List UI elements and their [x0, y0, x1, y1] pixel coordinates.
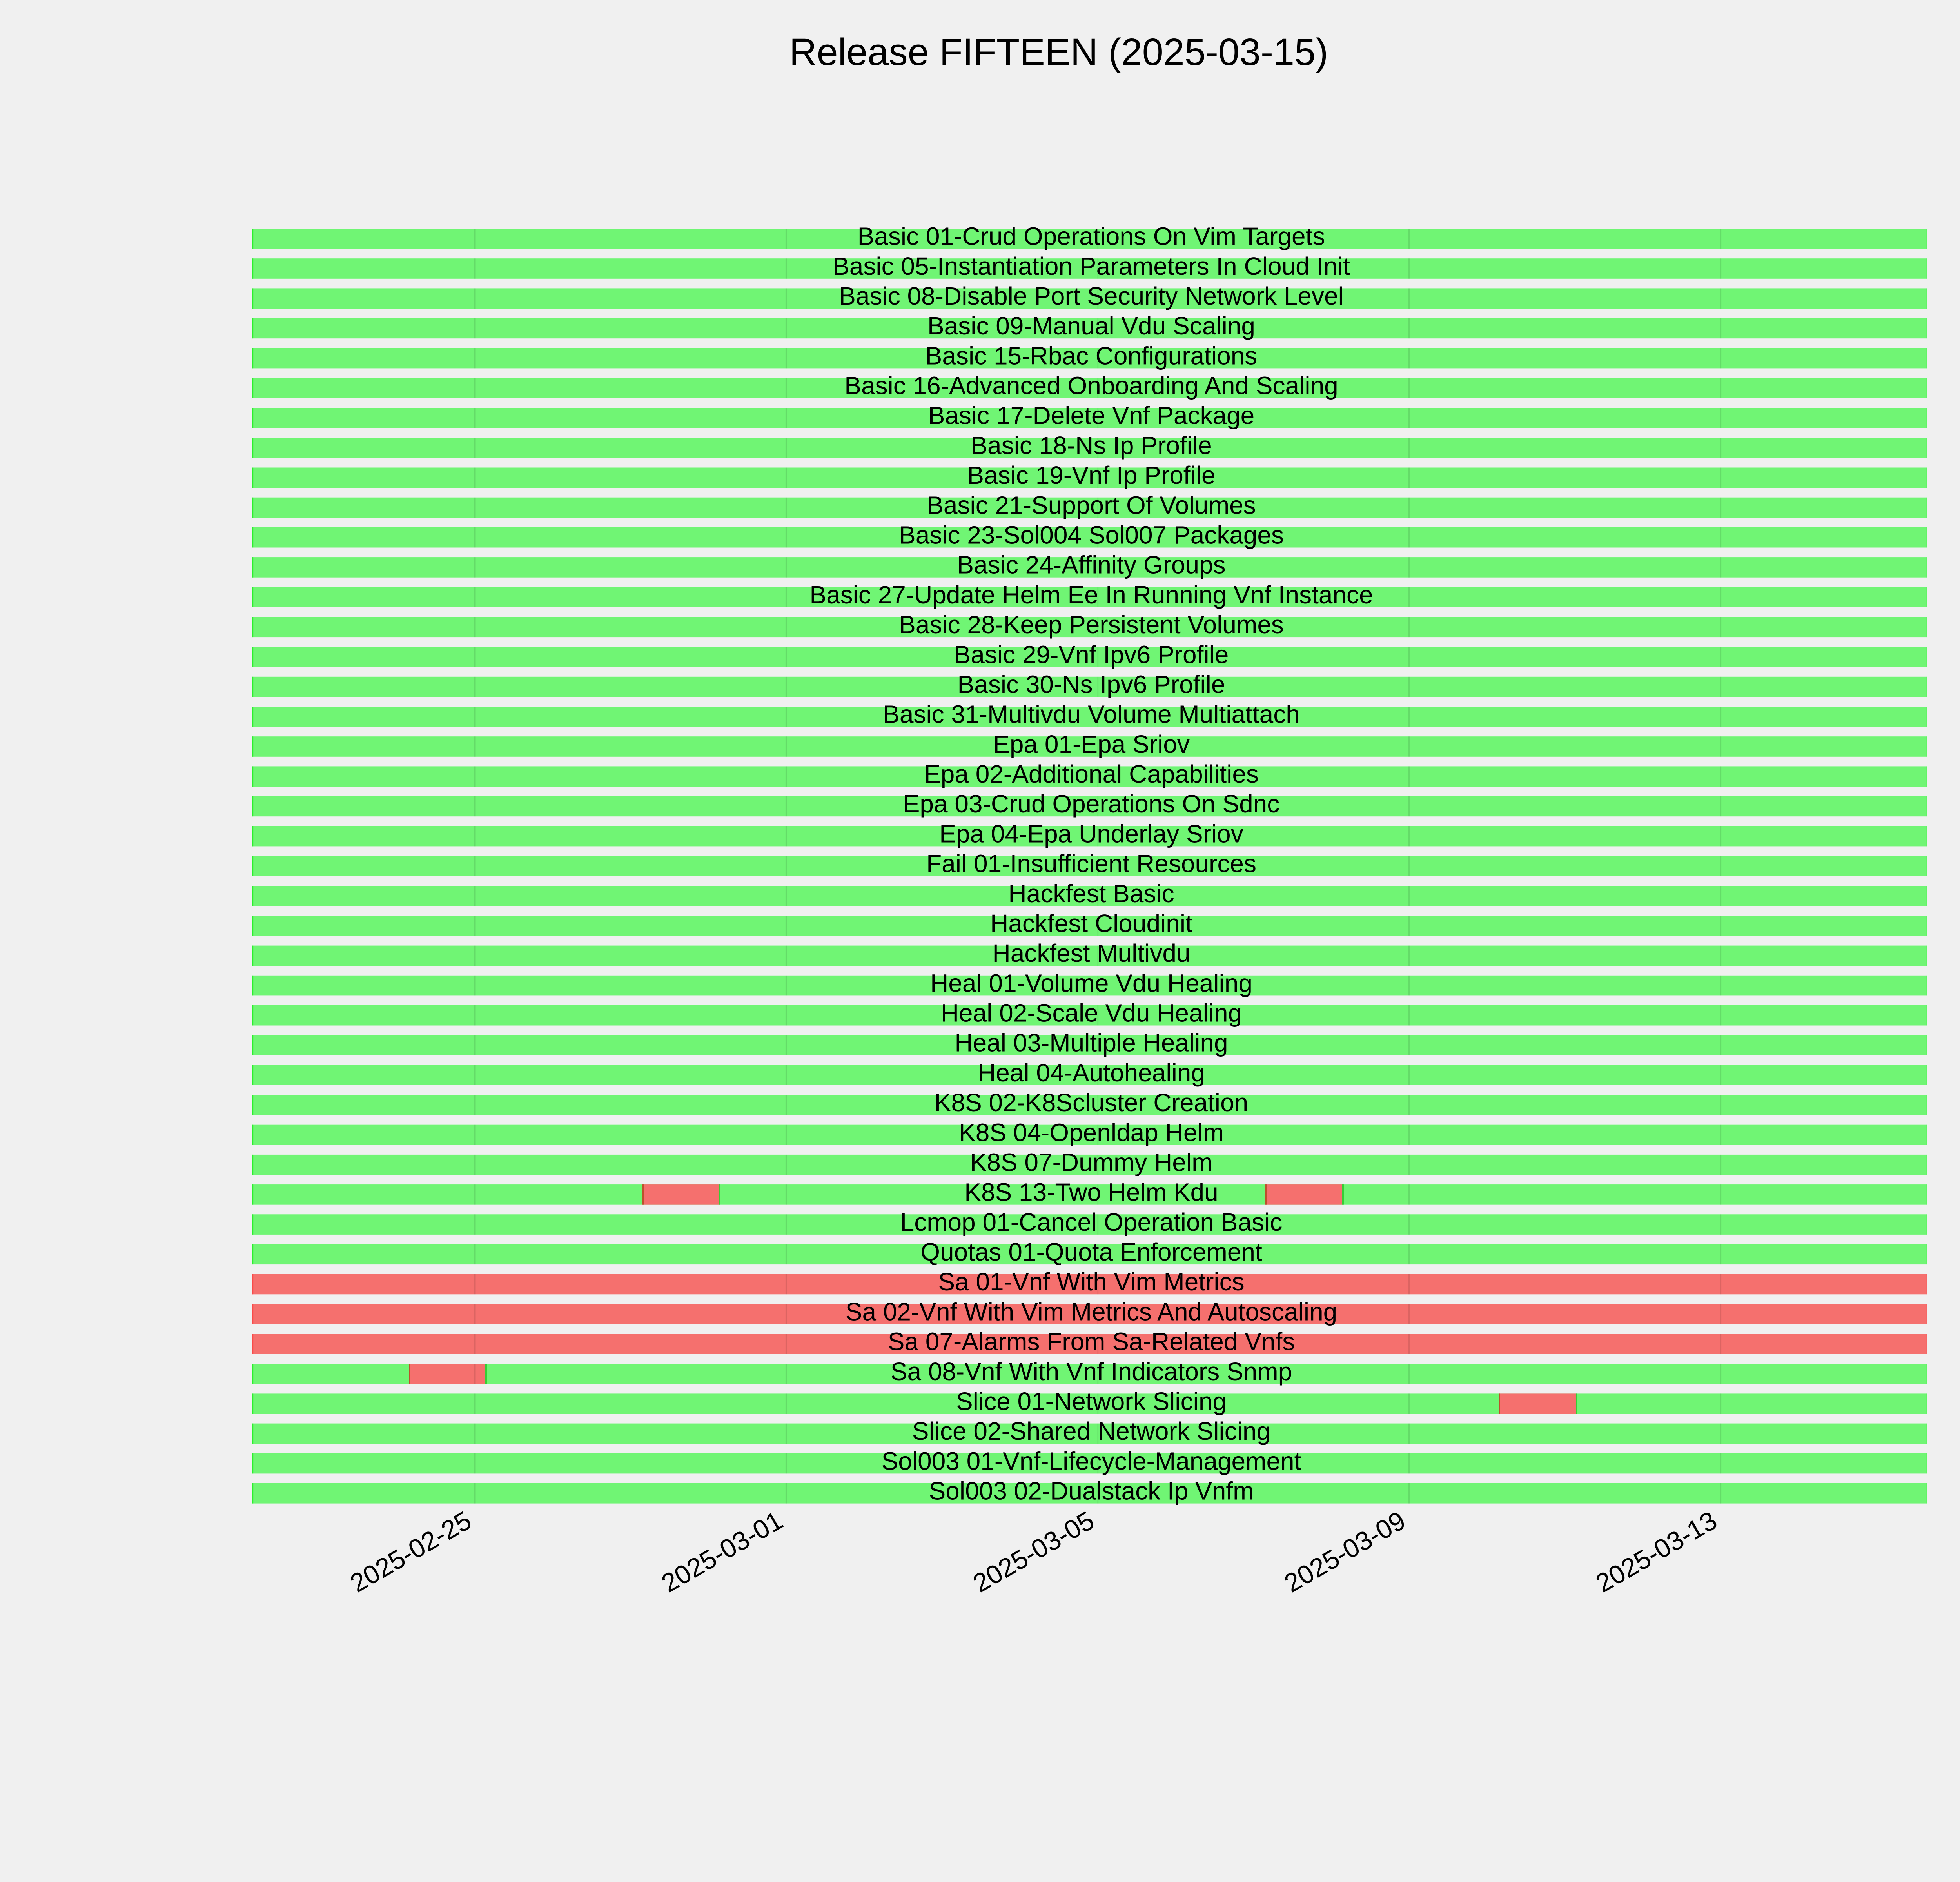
svg-text:Sa 01-Vnf With Vim Metrics: Sa 01-Vnf With Vim Metrics — [938, 1268, 1244, 1296]
svg-text:Basic 21-Support Of Volumes: Basic 21-Support Of Volumes — [927, 491, 1256, 519]
svg-text:Epa 04-Epa Underlay Sriov: Epa 04-Epa Underlay Sriov — [939, 819, 1243, 848]
svg-text:Hackfest Basic: Hackfest Basic — [1008, 879, 1174, 908]
svg-text:Epa 01-Epa Sriov: Epa 01-Epa Sriov — [993, 730, 1190, 758]
svg-text:Sa 08-Vnf With Vnf Indicators: Sa 08-Vnf With Vnf Indicators Snmp — [891, 1357, 1292, 1386]
svg-text:Sa 07-Alarms From Sa-Related V: Sa 07-Alarms From Sa-Related Vnfs — [888, 1328, 1295, 1356]
svg-text:Heal 02-Scale Vdu Healing: Heal 02-Scale Vdu Healing — [941, 999, 1242, 1027]
svg-text:Slice 02-Shared Network Slicin: Slice 02-Shared Network Slicing — [912, 1417, 1270, 1445]
svg-text:Basic 29-Vnf Ipv6 Profile: Basic 29-Vnf Ipv6 Profile — [954, 640, 1229, 669]
svg-text:Basic 01-Crud Operations On Vi: Basic 01-Crud Operations On Vim Targets — [858, 222, 1325, 251]
svg-text:Heal 01-Volume Vdu Healing: Heal 01-Volume Vdu Healing — [930, 969, 1252, 997]
svg-text:Slice 01-Network Slicing: Slice 01-Network Slicing — [956, 1387, 1227, 1415]
svg-text:Lcmop 01-Cancel Operation Basi: Lcmop 01-Cancel Operation Basic — [900, 1208, 1283, 1236]
svg-text:Basic 09-Manual Vdu Scaling: Basic 09-Manual Vdu Scaling — [927, 312, 1255, 340]
svg-text:Basic 17-Delete Vnf Package: Basic 17-Delete Vnf Package — [928, 401, 1254, 430]
svg-text:Sol003 02-Dualstack Ip Vnfm: Sol003 02-Dualstack Ip Vnfm — [929, 1477, 1254, 1505]
svg-text:Heal 04-Autohealing: Heal 04-Autohealing — [978, 1059, 1205, 1087]
svg-text:K8S 04-Openldap Helm: K8S 04-Openldap Helm — [959, 1118, 1224, 1146]
svg-text:Basic 08-Disable Port Security: Basic 08-Disable Port Security Network L… — [839, 282, 1344, 310]
svg-text:Basic 18-Ns Ip Profile: Basic 18-Ns Ip Profile — [971, 431, 1212, 460]
svg-text:Quotas 01-Quota Enforcement: Quotas 01-Quota Enforcement — [920, 1238, 1262, 1266]
svg-text:Basic 05-Instantiation Paramet: Basic 05-Instantiation Parameters In Clo… — [833, 252, 1350, 280]
svg-text:Basic 19-Vnf Ip Profile: Basic 19-Vnf Ip Profile — [967, 461, 1215, 489]
svg-text:Epa 02-Additional Capabilities: Epa 02-Additional Capabilities — [924, 760, 1259, 788]
svg-text:Basic 15-Rbac Configurations: Basic 15-Rbac Configurations — [926, 342, 1258, 370]
svg-text:Epa 03-Crud Operations On Sdnc: Epa 03-Crud Operations On Sdnc — [903, 790, 1280, 818]
svg-text:K8S 07-Dummy Helm: K8S 07-Dummy Helm — [970, 1148, 1213, 1177]
svg-text:Basic 27-Update Helm Ee In Run: Basic 27-Update Helm Ee In Running Vnf I… — [809, 581, 1373, 609]
svg-text:Sol003 01-Vnf-Lifecycle-Manage: Sol003 01-Vnf-Lifecycle-Management — [882, 1447, 1301, 1475]
svg-text:Sa 02-Vnf With Vim Metrics And: Sa 02-Vnf With Vim Metrics And Autoscali… — [846, 1297, 1338, 1326]
svg-text:Heal 03-Multiple Healing: Heal 03-Multiple Healing — [955, 1029, 1228, 1057]
svg-text:Basic 31-Multivdu Volume Multi: Basic 31-Multivdu Volume Multiattach — [883, 700, 1300, 728]
svg-text:Basic 24-Affinity Groups: Basic 24-Affinity Groups — [957, 551, 1225, 579]
svg-text:Hackfest Multivdu: Hackfest Multivdu — [992, 939, 1190, 967]
svg-text:Basic 23-Sol004 Sol007 Package: Basic 23-Sol004 Sol007 Packages — [899, 521, 1284, 549]
svg-text:Fail 01-Insufficient Resources: Fail 01-Insufficient Resources — [926, 850, 1256, 878]
svg-text:Basic 30-Ns Ipv6 Profile: Basic 30-Ns Ipv6 Profile — [958, 670, 1225, 698]
svg-text:K8S 13-Two Helm Kdu: K8S 13-Two Helm Kdu — [964, 1178, 1218, 1206]
svg-text:Basic 16-Advanced Onboarding A: Basic 16-Advanced Onboarding And Scaling — [844, 372, 1338, 400]
svg-text:Release FIFTEEN (2025-03-15): Release FIFTEEN (2025-03-15) — [789, 31, 1328, 73]
svg-text:Hackfest Cloudinit: Hackfest Cloudinit — [990, 909, 1192, 937]
svg-text:Basic 28-Keep Persistent Volum: Basic 28-Keep Persistent Volumes — [899, 610, 1284, 639]
svg-text:K8S 02-K8Scluster Creation: K8S 02-K8Scluster Creation — [935, 1088, 1248, 1117]
